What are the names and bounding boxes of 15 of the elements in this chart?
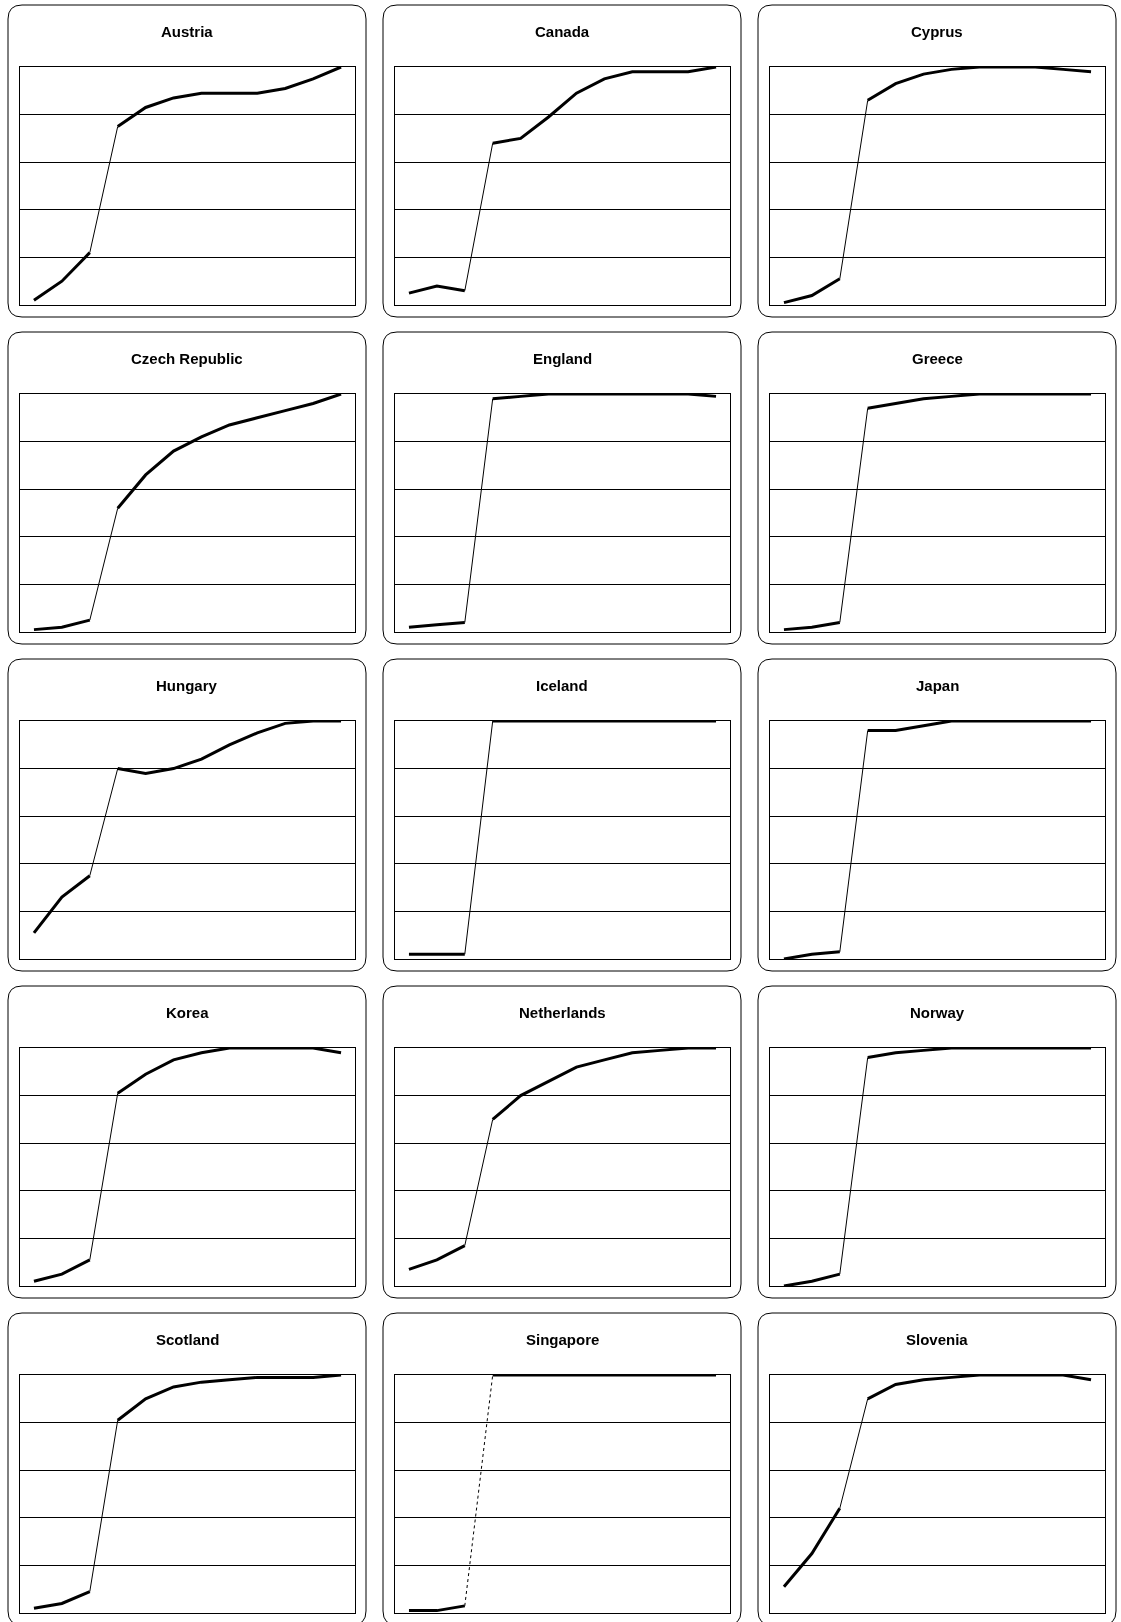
chart-title: Austria bbox=[161, 23, 214, 40]
chart-title: Slovenia bbox=[906, 1331, 969, 1348]
chart-title: England bbox=[533, 350, 593, 367]
chart-title: Canada bbox=[535, 23, 590, 40]
chart-title: Norway bbox=[910, 1004, 965, 1021]
chart-title: Netherlands bbox=[519, 1004, 606, 1021]
chart-title: Cyprus bbox=[911, 23, 963, 40]
chart-title: Japan bbox=[916, 677, 960, 694]
chart-title: Czech Republic bbox=[131, 350, 243, 367]
chart-title: Hungary bbox=[156, 677, 218, 694]
chart-title: Greece bbox=[912, 350, 963, 367]
chart-title: Singapore bbox=[526, 1331, 600, 1348]
chart-title: Korea bbox=[166, 1004, 210, 1021]
chart-title: Scotland bbox=[156, 1331, 220, 1348]
chart-title: Iceland bbox=[536, 677, 588, 694]
